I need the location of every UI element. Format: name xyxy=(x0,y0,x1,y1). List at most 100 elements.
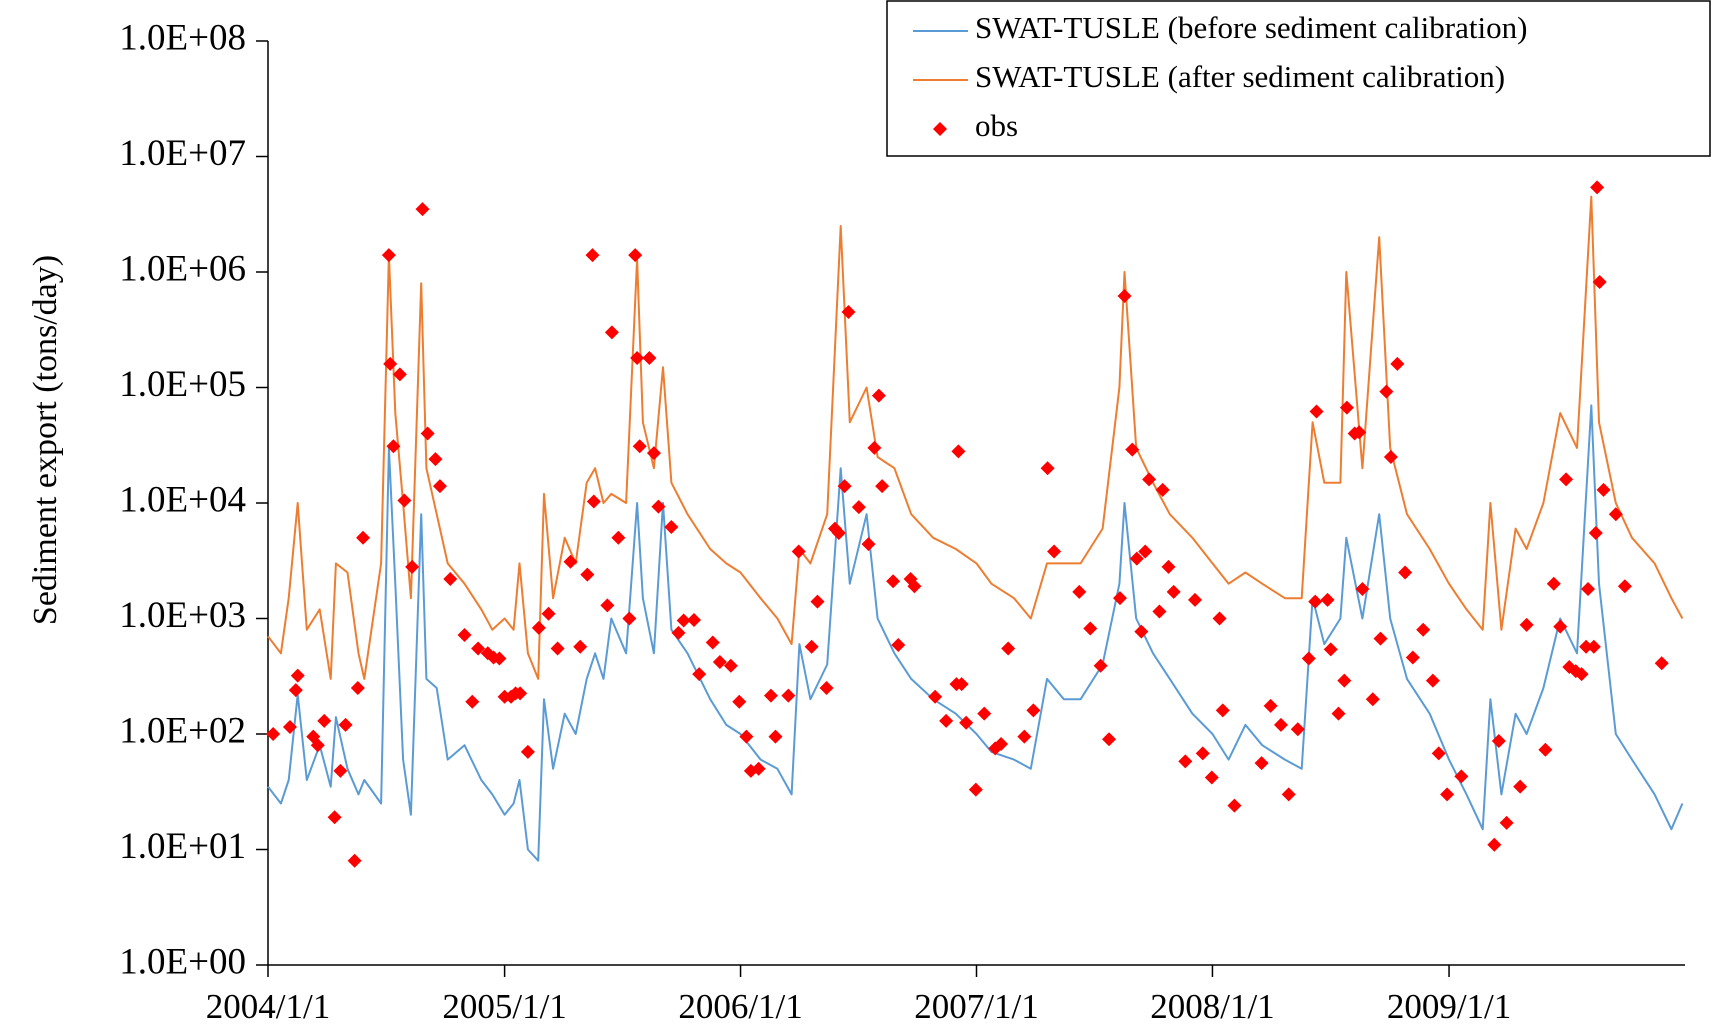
obs-point xyxy=(457,627,472,642)
obs-point xyxy=(397,493,412,508)
obs-point xyxy=(266,727,281,741)
obs-point xyxy=(968,782,983,797)
obs-point xyxy=(1454,769,1469,784)
obs-point xyxy=(1195,746,1210,761)
obs-point xyxy=(317,713,332,728)
obs-point xyxy=(1142,472,1157,487)
obs-point xyxy=(687,613,702,628)
obs-point xyxy=(763,688,778,703)
obs-point xyxy=(471,641,486,656)
y-tick-label: 1.0E+05 xyxy=(119,364,246,405)
obs-point xyxy=(1273,717,1288,732)
obs-point xyxy=(831,525,846,540)
obs-point xyxy=(1355,582,1370,597)
series-line xyxy=(267,404,1684,862)
obs-point xyxy=(1581,582,1596,597)
obs-point xyxy=(768,729,783,744)
obs-point xyxy=(350,681,365,696)
obs-point xyxy=(959,715,974,730)
obs-point xyxy=(381,248,396,263)
y-tick-label: 1.0E+07 xyxy=(119,133,246,174)
obs-point xyxy=(804,639,819,654)
obs-point xyxy=(692,667,707,682)
obs-point xyxy=(1227,798,1242,813)
obs-point xyxy=(563,554,578,569)
obs-point xyxy=(1352,425,1367,440)
legend-box xyxy=(886,0,1711,157)
obs-point xyxy=(907,579,922,594)
obs-point xyxy=(1323,642,1338,657)
obs-point xyxy=(1093,658,1108,673)
obs-point xyxy=(705,635,720,650)
series-line xyxy=(267,195,1684,680)
x-tick-label: 2005/1/1 xyxy=(442,987,566,1026)
obs-point xyxy=(1125,442,1140,457)
obs-point xyxy=(585,248,600,263)
obs-point xyxy=(1337,673,1352,688)
obs-point xyxy=(1134,624,1149,639)
obs-point xyxy=(1590,180,1605,195)
obs-point xyxy=(837,479,852,494)
y-tick-label: 1.0E+02 xyxy=(119,710,246,751)
obs-point xyxy=(1596,482,1611,497)
obs-point xyxy=(1290,722,1305,737)
obs-point xyxy=(928,689,943,704)
obs-point xyxy=(1129,551,1144,566)
obs-point xyxy=(630,351,645,366)
legend-marker xyxy=(933,122,947,136)
obs-point xyxy=(1117,288,1132,303)
obs-point xyxy=(492,651,507,666)
obs-point xyxy=(405,559,420,574)
obs-point xyxy=(586,494,601,509)
x-tick-label: 2009/1/1 xyxy=(1387,987,1511,1026)
obs-point xyxy=(712,655,727,670)
obs-point xyxy=(465,694,480,709)
y-tick-label: 1.0E+00 xyxy=(119,941,246,982)
obs-point xyxy=(676,613,691,628)
obs-point xyxy=(1519,617,1534,632)
legend-label: SWAT-TUSLE (after sediment calibration) xyxy=(975,59,1505,94)
obs-point xyxy=(1072,584,1087,599)
obs-point xyxy=(1365,692,1380,707)
obs-point xyxy=(282,719,297,734)
obs-point xyxy=(415,202,430,217)
y-tick-label: 1.0E+03 xyxy=(119,595,246,636)
obs-point xyxy=(1617,579,1632,594)
obs-point xyxy=(1263,698,1278,713)
obs-point xyxy=(1425,673,1440,688)
obs-point xyxy=(1102,732,1117,747)
obs-point xyxy=(1152,604,1167,619)
obs-point xyxy=(951,444,966,459)
obs-point xyxy=(861,537,876,552)
obs-point xyxy=(1138,544,1153,559)
obs-point xyxy=(347,853,362,868)
obs-point xyxy=(290,668,305,683)
obs-point xyxy=(1040,461,1055,476)
obs-point xyxy=(504,689,519,704)
obs-point xyxy=(432,479,447,494)
obs-point xyxy=(994,736,1009,751)
obs-point xyxy=(1339,400,1354,415)
obs-point xyxy=(1281,787,1296,802)
obs-point xyxy=(810,594,825,609)
obs-point xyxy=(288,683,303,698)
y-tick-label: 1.0E+08 xyxy=(119,17,246,58)
obs-point xyxy=(1513,779,1528,794)
obs-point xyxy=(1559,472,1574,487)
obs-point xyxy=(392,367,407,382)
obs-point xyxy=(1178,754,1193,769)
obs-point xyxy=(386,439,401,454)
obs-point xyxy=(1416,622,1431,637)
obs-point xyxy=(651,499,666,514)
obs-point xyxy=(1654,656,1669,671)
obs-point xyxy=(580,567,595,582)
obs-point xyxy=(1574,667,1589,682)
obs-point xyxy=(1161,559,1176,574)
obs-point xyxy=(1187,592,1202,607)
obs-point xyxy=(600,598,615,613)
obs-point xyxy=(428,452,443,467)
x-tick-label: 2006/1/1 xyxy=(678,987,802,1026)
obs-point xyxy=(1309,404,1324,419)
